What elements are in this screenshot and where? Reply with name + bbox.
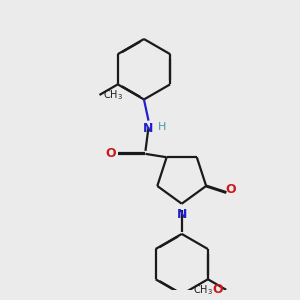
Text: CH$_3$: CH$_3$ <box>103 88 123 102</box>
Text: N: N <box>143 122 154 135</box>
Text: CH$_3$: CH$_3$ <box>193 284 213 297</box>
Text: O: O <box>226 183 236 196</box>
Text: H: H <box>158 122 166 132</box>
Text: O: O <box>105 147 116 161</box>
Text: N: N <box>176 208 187 221</box>
Text: O: O <box>213 283 223 296</box>
